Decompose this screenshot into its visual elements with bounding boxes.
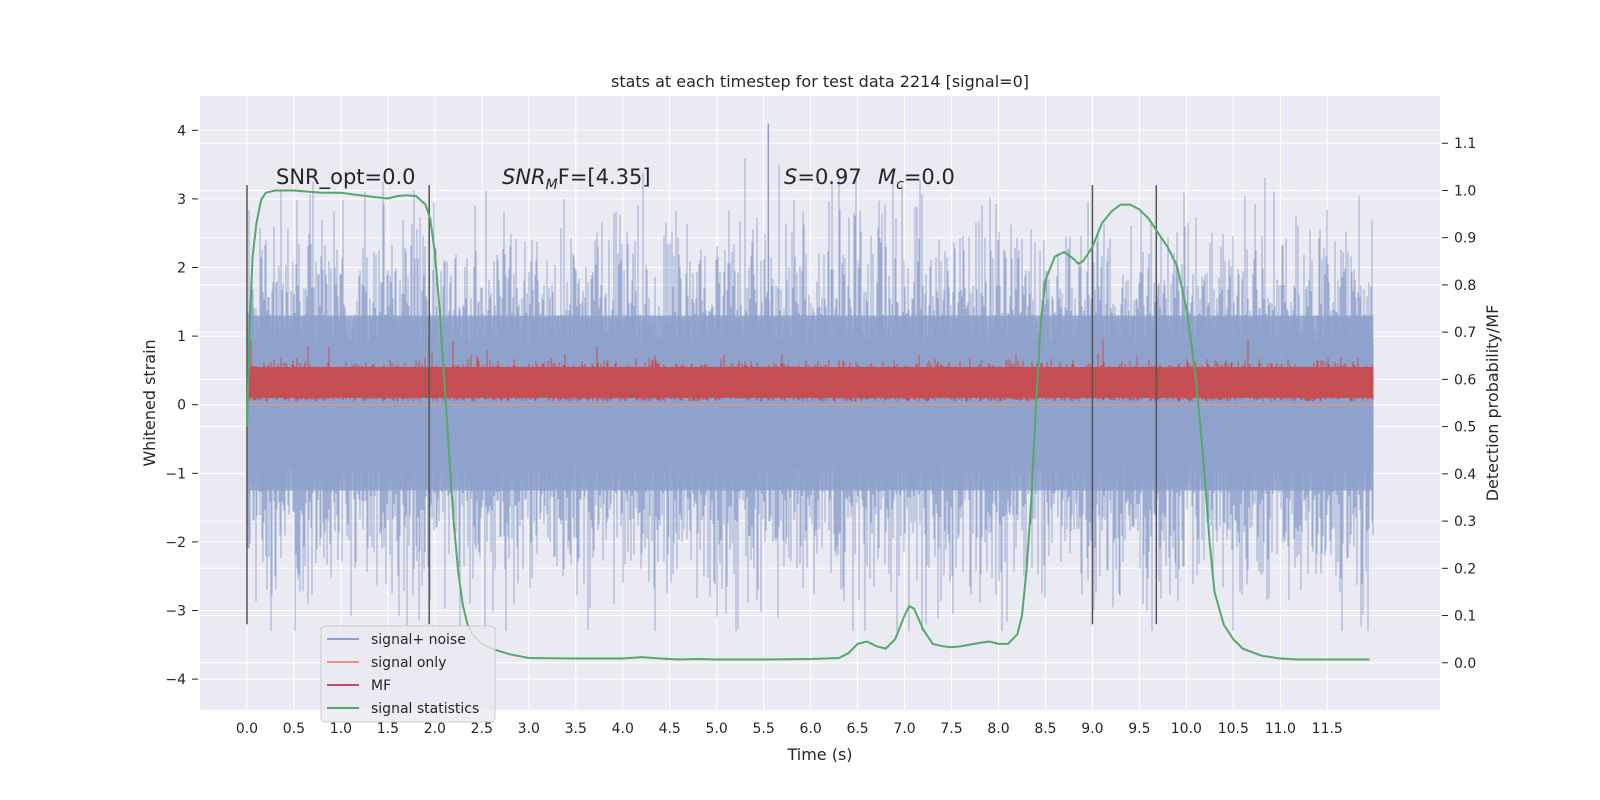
x-tick-label: 11.5 xyxy=(1312,721,1343,737)
y2-tick-label: 0.2 xyxy=(1454,561,1476,577)
snr-mf-rest: F=[4.35] xyxy=(558,165,651,189)
signal-statistics-series xyxy=(246,189,1370,661)
signal-statistics-line xyxy=(246,189,1370,661)
x-tick-label: 5.0 xyxy=(706,721,728,737)
x-tick-label: 10.0 xyxy=(1171,721,1202,737)
y2-tick-label: 0.0 xyxy=(1454,656,1476,672)
legend-label-signal-only: signal only xyxy=(371,655,446,671)
x-tick-label: 8.5 xyxy=(1034,721,1056,737)
y-tick-label: −2 xyxy=(165,535,186,551)
x-tick-label: 7.5 xyxy=(940,721,962,737)
mf-series xyxy=(246,339,1374,402)
x-tick-label: 6.5 xyxy=(846,721,868,737)
x-tick-label: 1.5 xyxy=(377,721,399,737)
y-tick-label: 3 xyxy=(177,192,186,208)
x-tick-label: 5.5 xyxy=(753,721,775,737)
x-tick-label: 3.5 xyxy=(565,721,587,737)
annotation-snr-opt: SNR_opt=0.0 xyxy=(276,165,416,190)
y-tick-label: 2 xyxy=(177,261,186,277)
y2-tick-label: 0.1 xyxy=(1454,609,1476,625)
x-tick-label: 9.0 xyxy=(1081,721,1103,737)
x-tick-label: 10.5 xyxy=(1218,721,1249,737)
x-tick-label: 0.0 xyxy=(236,721,258,737)
x-tick-label: 8.0 xyxy=(987,721,1009,737)
chart-title: stats at each timestep for test data 221… xyxy=(611,72,1029,91)
legend: signal+ noise signal only MF signal stat… xyxy=(320,625,496,723)
legend-box xyxy=(320,625,496,723)
y-tick-label: −4 xyxy=(165,672,186,688)
y-tick-label: 1 xyxy=(177,329,186,345)
x-tick-label: 4.0 xyxy=(612,721,634,737)
y2-tick-label: 0.4 xyxy=(1454,467,1476,483)
snr-mf-main: SNR xyxy=(502,165,546,189)
x-tick-label: 9.5 xyxy=(1128,721,1150,737)
mc-sub: c xyxy=(896,177,904,193)
x-tick-label: 4.5 xyxy=(659,721,681,737)
legend-label-mf: MF xyxy=(371,678,391,694)
x-tick-label: 7.0 xyxy=(893,721,915,737)
y2-tick-label: 0.8 xyxy=(1454,278,1476,294)
y2-tick-label: 1.1 xyxy=(1454,136,1476,152)
y2-tick-label: 0.9 xyxy=(1454,231,1476,247)
y2-tick-label: 0.7 xyxy=(1454,325,1476,341)
signal-noise-series xyxy=(246,123,1374,632)
y2-tick-label: 0.5 xyxy=(1454,420,1476,436)
y-tick-label: 4 xyxy=(177,123,186,139)
x-tick-label: 1.0 xyxy=(330,721,352,737)
x-tick-label: 0.5 xyxy=(283,721,305,737)
x-tick-label: 2.5 xyxy=(471,721,493,737)
y-axis-ticks: 4 3 2 1 0 −1 −2 −3 −4 xyxy=(165,123,198,688)
s-italic: S xyxy=(784,165,797,189)
y-axis-label: Whitened strain xyxy=(140,339,159,466)
annotation-mc: Mc=0.0 xyxy=(878,165,955,193)
y2-tick-label: 0.3 xyxy=(1454,514,1476,530)
y-tick-label: −3 xyxy=(165,604,186,620)
y2-axis-label: Detection probability/MF xyxy=(1483,305,1502,502)
legend-label-signal-statistics: signal statistics xyxy=(371,701,479,717)
x-tick-label: 2.0 xyxy=(424,721,446,737)
s-rest: =0.97 xyxy=(797,165,861,189)
annotation-snr-mf: SNRMF=[4.35] xyxy=(502,165,651,193)
y2-tick-label: 1.0 xyxy=(1454,183,1476,199)
legend-label-signal-noise: signal+ noise xyxy=(371,632,466,648)
snr-mf-sub: M xyxy=(546,177,558,193)
mc-rest: =0.0 xyxy=(904,165,955,189)
x-tick-label: 3.0 xyxy=(518,721,540,737)
x-tick-label: 11.0 xyxy=(1265,721,1296,737)
x-tick-label: 6.0 xyxy=(799,721,821,737)
annotation-s: S=0.97 xyxy=(784,165,862,189)
y-tick-label: −1 xyxy=(165,466,186,482)
x-axis-label: Time (s) xyxy=(786,745,852,764)
y2-tick-label: 0.6 xyxy=(1454,372,1476,388)
mc-italic: M xyxy=(878,165,896,189)
y2-axis-ticks: 1.1 1.0 0.9 0.8 0.7 0.6 0.5 0.4 0.3 0.2 0.1 0.0 xyxy=(1442,136,1476,672)
x-axis-ticks: 0.0 0.5 1.0 1.5 2.0 2.5 3.0 3.5 4.0 4.5 5.0 5.5 6.0 6… xyxy=(236,721,1343,737)
y-tick-label: 0 xyxy=(177,398,186,414)
